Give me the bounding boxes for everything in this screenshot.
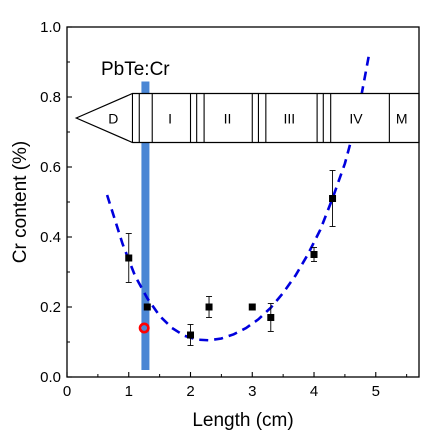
data-point-0-6: [310, 251, 318, 258]
data-points-layer: [125, 170, 337, 346]
y-axis-title: Cr content (%): [10, 141, 31, 263]
y-tick-label: 0.2: [40, 299, 61, 316]
ingot-section-label-4: IV: [349, 111, 363, 127]
ingot-section-label-0: D: [108, 111, 118, 127]
x-tick-label: 0: [63, 383, 71, 400]
data-point-0-4: [248, 303, 256, 311]
x-tick-label: 5: [372, 383, 380, 400]
x-tick-label: 2: [186, 383, 194, 400]
x-tick-label: 4: [310, 383, 318, 400]
highlight-band: [141, 81, 150, 370]
ingot-section-label-3: III: [283, 111, 295, 127]
ingot-section-label-5: M: [396, 111, 408, 127]
ingot-diagram: D I II III IV M: [74, 92, 420, 144]
y-tick-label: 0.6: [40, 159, 61, 176]
data-point-0-3: [205, 303, 213, 311]
fit-curve: [105, 51, 371, 342]
vertical-band-layer: [141, 81, 150, 370]
y-tick-label: 1.0: [40, 19, 61, 36]
fit-curve-layer: [105, 51, 371, 342]
data-point-0-1: [143, 303, 151, 311]
y-tick-label: 0.4: [40, 229, 61, 246]
x-tick-label: 3: [248, 383, 256, 400]
data-point-0-0: [125, 254, 133, 262]
data-point-0-5: [267, 314, 275, 321]
y-tick-label: 0.8: [40, 89, 61, 106]
data-point-0-7: [329, 195, 337, 202]
ingot-outline: [74, 92, 420, 144]
data-point-0-2: [187, 331, 195, 339]
y-tick-label: 0.0: [40, 369, 61, 386]
data-point-1-0: [138, 322, 150, 334]
ingot-section-label-1: I: [168, 111, 172, 127]
material-annotation: PbTe:Cr: [101, 59, 170, 80]
x-axis-title: Length (cm): [192, 410, 293, 431]
ingot-section-label-2: II: [224, 111, 232, 127]
axis-ticks: 0 1 2 3 4 5 0.0 0.2 0.4 0.6 0.8 1.0: [40, 19, 408, 400]
x-tick-label: 1: [125, 383, 133, 400]
